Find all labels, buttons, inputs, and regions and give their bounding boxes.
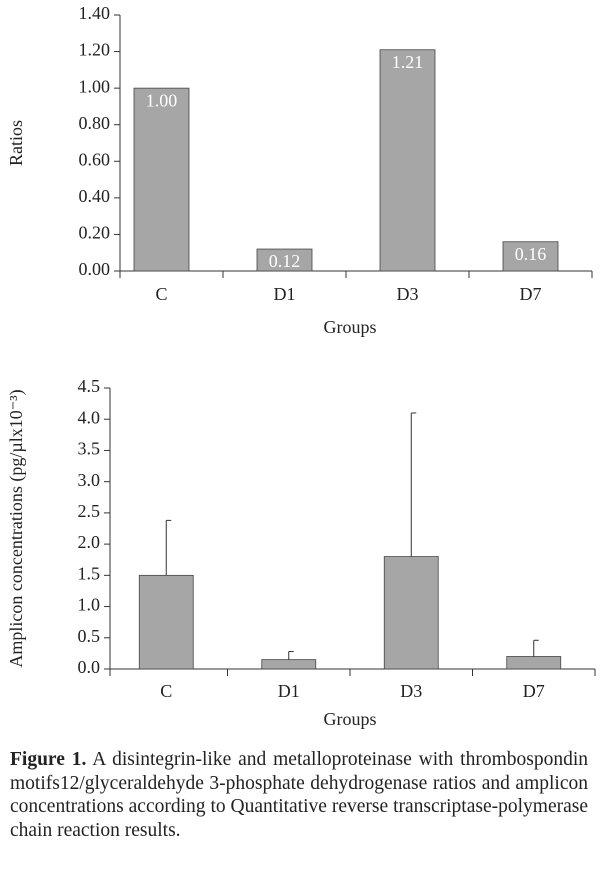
y-tick-label: 3.0: [78, 470, 101, 490]
caption: Figure 1. A disintegrin-like and metallo…: [10, 748, 588, 842]
y-tick-label: 3.5: [78, 439, 101, 459]
bar: [133, 87, 190, 272]
y-tick-label: 2.5: [78, 501, 101, 521]
value-label: 1.21: [392, 52, 424, 72]
x-tick-label: D7: [520, 284, 542, 304]
y-tick-label: 4.5: [78, 376, 101, 396]
x-tick-label: D3: [397, 284, 419, 304]
y-axis-label: Ratios: [6, 120, 26, 166]
bar: [506, 656, 562, 670]
x-axis-label: Groups: [324, 317, 377, 337]
bar: [383, 556, 439, 670]
bar: [502, 241, 559, 272]
value-label: 0.12: [269, 251, 301, 271]
bar: [379, 49, 436, 272]
bar: [261, 659, 317, 670]
x-tick-label: D1: [274, 284, 296, 304]
y-tick-label: 0.5: [78, 626, 101, 646]
bar: [256, 248, 313, 272]
value-label: 0.16: [515, 244, 547, 264]
y-tick-label: 1.00: [79, 76, 111, 96]
y-tick-label: 0.00: [79, 259, 111, 279]
y-axis-label: Amplicon concentrations (pg/µlx10⁻³): [6, 389, 27, 667]
y-tick-label: 0.60: [79, 149, 111, 169]
caption-text: A disintegrin-like and metalloproteinase…: [10, 749, 588, 841]
y-tick-label: 1.40: [79, 3, 111, 23]
x-tick-label: D7: [523, 681, 545, 701]
y-tick-label: 0.20: [79, 223, 111, 243]
x-tick-label: C: [155, 284, 167, 304]
x-axis-label: Groups: [324, 709, 377, 729]
x-tick-label: D1: [278, 681, 300, 701]
y-tick-label: 2.0: [78, 532, 101, 552]
y-tick-label: 0.80: [79, 113, 111, 133]
x-tick-label: D3: [400, 681, 422, 701]
y-tick-label: 1.20: [79, 40, 111, 60]
y-tick-label: 1.0: [78, 595, 101, 615]
caption-label: Figure 1.: [10, 749, 87, 770]
y-tick-label: 4.0: [78, 407, 101, 427]
value-label: 1.00: [146, 90, 178, 110]
x-tick-label: C: [160, 681, 172, 701]
y-tick-label: 0.0: [78, 657, 101, 677]
bar: [138, 574, 194, 670]
y-tick-label: 1.5: [78, 563, 101, 583]
figure: 0.00 0.20 0.40 0.60 0.80 1.00 1.20 1.40 Groups Ra…: [6, 3, 596, 729]
y-tick-label: 0.40: [79, 186, 111, 206]
